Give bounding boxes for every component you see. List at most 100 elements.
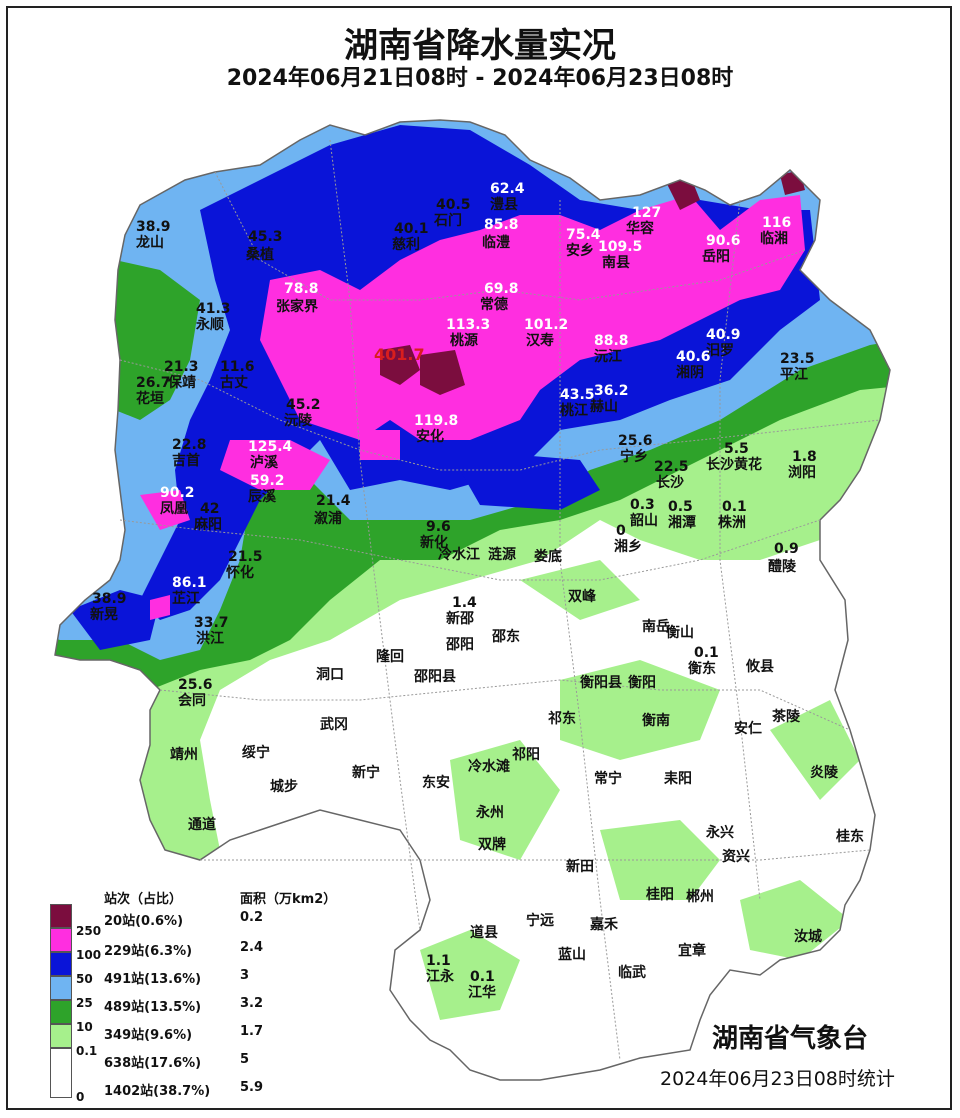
precip-value: 40.5 [436,197,471,213]
legend-stations: 20站(0.6%) [104,914,184,929]
precip-value: 0.1 [470,969,495,985]
county-label: 慈利 [392,237,420,253]
precip-value: 78.8 [284,281,319,297]
legend-swatch-25 [50,976,72,1000]
county-label: 华容 [626,221,654,237]
legend-tick: 25 [76,996,93,1010]
county-label: 双峰 [568,589,596,605]
county-label: 新晃 [90,607,118,623]
county-label: 赫山 [590,399,618,415]
precip-value: 116 [762,215,792,231]
legend-header-stations: 站次（占比） [104,892,183,907]
precip-value: 22.8 [172,437,207,453]
county-label: 沅陵 [284,413,312,429]
county-label: 汉寿 [526,333,554,349]
county-label: 澧县 [490,197,518,213]
county-label: 古丈 [220,375,248,391]
county-label: 南县 [602,255,630,271]
legend-area: 5.9 [240,1080,264,1095]
legend-stations: 491站(13.6%) [104,972,202,987]
precip-value: 1.8 [792,449,817,465]
county-label: 祁东 [548,711,576,727]
county-label: 蓝山 [558,947,586,963]
county-label: 资兴 [722,849,750,865]
band-250 [380,170,805,395]
county-label: 衡东 [688,661,716,677]
legend-stations: 489站(13.5%) [104,1000,202,1015]
precip-value: 0.1 [722,499,747,515]
county-label: 邵东 [492,629,520,645]
county-label: 宜章 [678,943,706,959]
precip-value: 119.8 [414,413,459,429]
precip-value: 0.9 [774,541,799,557]
county-label: 邵阳县 [414,669,456,685]
county-label: 宁乡 [620,449,648,465]
legend-stations: 349站(9.6%) [104,1028,193,1043]
precip-value: 43.5 [560,387,595,403]
band-0-1-patches [420,560,860,1020]
county-label: 嘉禾 [590,917,618,933]
precip-value: 22.5 [654,459,689,475]
precip-value: 25.6 [618,433,653,449]
county-label: 湘阴 [676,365,704,381]
precip-value: 59.2 [250,473,285,489]
legend-area: 2.4 [240,940,264,955]
legend-swatch-100 [50,928,72,952]
precip-value: 90.2 [160,485,195,501]
precip-value: 90.6 [706,233,741,249]
precip-value: 41.3 [196,301,231,317]
legend-tick: 100 [76,948,102,962]
legend-tick: 250 [76,924,102,938]
precip-value: 21.5 [228,549,263,565]
precip-value: 85.8 [484,217,519,233]
county-label: 湘潭 [668,515,696,531]
county-label: 宁远 [526,913,554,929]
precip-value: 25.6 [178,677,213,693]
county-label: 株洲 [718,515,746,531]
county-label: 醴陵 [768,559,796,575]
legend-area: 1.7 [240,1024,264,1039]
county-label: 泸溪 [250,455,278,471]
county-label: 衡南 [642,713,670,729]
county-label: 东安 [422,775,450,791]
legend-swatch-250 [50,904,72,928]
precip-value: 26.7 [136,375,171,391]
county-label: 新田 [566,859,594,875]
legend-swatch-0 [50,1048,72,1098]
precip-value: 38.9 [92,591,127,607]
county-label: 安乡 [566,243,594,259]
precip-value: 40.6 [676,349,711,365]
county-label: 通道 [188,817,216,833]
county-label: 绥宁 [242,745,270,761]
precip-value: 40.9 [706,327,741,343]
county-label: 安化 [416,429,444,445]
county-label: 武冈 [320,717,348,733]
legend-stations: 638站(17.6%) [104,1056,202,1071]
county-label: 靖州 [170,747,198,763]
county-label: 邵阳 [446,637,474,653]
county-label: 临武 [618,965,646,981]
precip-value: 9.6 [426,519,451,535]
county-label: 桃源 [450,333,478,349]
county-label: 常宁 [594,771,622,787]
precip-value: 113.3 [446,317,491,333]
stat-timestamp: 2024年06月23日08时统计 [660,1068,895,1090]
county-label: 新邵 [446,611,474,627]
precip-value: 101.2 [524,317,569,333]
county-label: 茶陵 [772,709,800,725]
county-label: 长沙黄花 [706,457,762,473]
legend-swatch-50 [50,952,72,976]
legend-tick: 10 [76,1020,93,1034]
county-label: 会同 [178,693,206,709]
precip-value: 21.3 [164,359,199,375]
county-label: 桑植 [246,247,274,263]
precip-value: 109.5 [598,239,643,255]
county-label: 永州 [476,805,504,821]
county-label: 石门 [434,213,462,229]
county-label: 平江 [780,367,808,383]
map-subtitle: 2024年06月21日08时 - 2024年06月23日08时 [226,66,734,91]
county-label: 隆回 [376,649,404,665]
precip-value: 1.1 [426,953,451,969]
legend-stations: 229站(6.3%) [104,944,193,959]
precip-value: 45.2 [286,397,321,413]
